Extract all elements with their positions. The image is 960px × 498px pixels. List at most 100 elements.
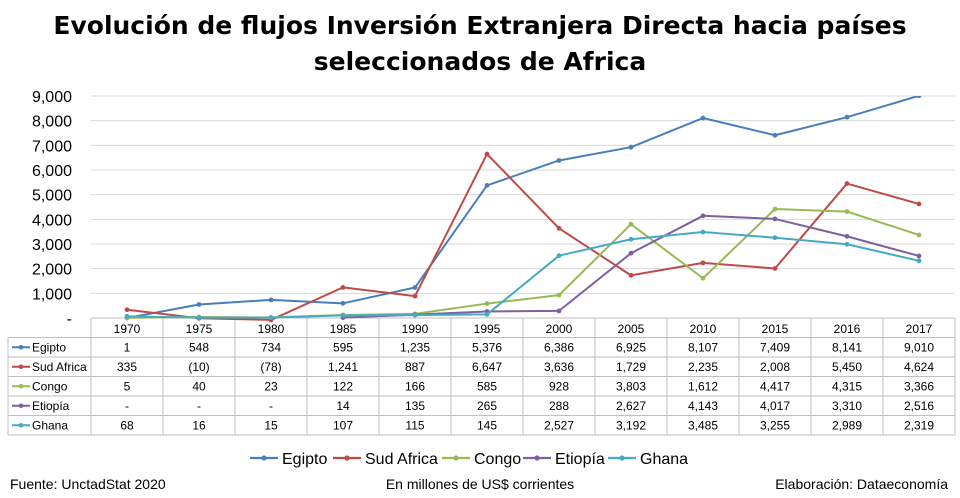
row-series-label: Congo [32,380,68,394]
data-point [844,181,850,186]
table-cell: 3,255 [760,419,790,433]
legend-label: Egipto [282,451,327,468]
table-cell: 3,636 [544,360,574,374]
table-cell: 585 [477,380,497,394]
data-point [916,201,922,207]
y-tick-label: 5,000 [32,188,72,205]
row-legend-marker [18,344,24,350]
data-point [844,209,850,214]
table-cell: 595 [333,341,353,355]
table-cell: 2,008 [760,360,790,374]
data-point [628,221,634,227]
table-cell: 4,017 [760,399,790,413]
table-cell: 3,310 [832,399,862,413]
data-point [412,285,418,290]
row-legend-marker [18,383,24,389]
data-point [340,312,346,318]
y-tick-label: - [67,311,72,328]
x-tick-label: 2016 [834,322,861,336]
table-cell: 1,729 [616,360,646,374]
legend-label: Congo [474,451,521,468]
data-point [844,114,850,120]
table-cell: 68 [120,419,134,433]
x-tick-label: 1990 [402,322,429,336]
x-tick-label: 2010 [690,322,717,336]
table-cell: 3,803 [616,380,646,394]
series-line [126,231,920,319]
table-cell: 135 [405,399,425,413]
table-cell: (78) [260,360,281,374]
data-point [340,284,346,290]
legend-marker [453,455,459,461]
table-cell: 548 [189,341,209,355]
data-point [340,300,346,306]
x-tick-label: 2017 [906,322,933,336]
x-tick-label: 1980 [258,322,285,336]
table-cell: 4,624 [904,360,934,374]
y-tick-label: 1,000 [32,286,72,303]
table-cell: 6,925 [616,341,646,355]
row-series-label: Ghana [32,419,68,433]
y-tick-label: 4,000 [32,212,72,229]
legend-marker [344,455,350,461]
data-point [412,312,418,318]
table-cell: 40 [192,380,206,394]
legend-marker [534,455,540,461]
x-tick-label: 2015 [762,322,789,336]
data-point [700,115,706,121]
table-cell: 16 [192,419,206,433]
legend-marker [619,455,625,461]
table-cell: 928 [549,380,569,394]
series-line [126,153,920,321]
data-point [700,229,706,235]
legend-marker [261,455,267,461]
data-point [916,258,922,264]
table-cell: 887 [405,360,425,374]
data-point [556,225,562,231]
x-tick-label: 1995 [474,322,501,336]
table-cell: 335 [117,360,137,374]
data-point [124,307,130,313]
legend-label: Etiopía [555,451,605,468]
table-cell: 5,450 [832,360,862,374]
chart-title-line1: Evolución de flujos Inversión Extranjera… [53,11,907,40]
data-point [124,313,130,319]
table-cell: 5,376 [472,341,502,355]
row-series-label: Etiopía [32,399,70,413]
data-point [556,308,562,314]
x-tick-label: 1975 [186,322,213,336]
table-cell: 2,516 [904,399,934,413]
data-point [772,266,778,271]
table-cell: 2,319 [904,419,934,433]
table-cell: 1,235 [400,341,430,355]
data-point [772,216,778,222]
data-point [484,312,490,317]
table-cell: 1,241 [328,360,358,374]
table-cell: 265 [477,399,497,413]
table-cell: 734 [261,341,281,355]
data-point [196,315,202,321]
legend-label: Sud Africa [365,451,438,468]
y-tick-label: 6,000 [32,163,72,180]
chart-title-line2: seleccionados de Africa [313,47,647,76]
table-cell: 4,143 [688,399,718,413]
data-point [628,236,634,242]
table-cell: 9,010 [904,341,934,355]
x-tick-label: 1970 [114,322,141,336]
data-point [196,302,202,307]
table-cell: 107 [333,419,353,433]
table-cell: (10) [188,360,209,374]
data-point [268,297,274,303]
table-cell: 122 [333,380,353,394]
table-cell: 6,647 [472,360,502,374]
chart-title: Evolución de flujos Inversión Extranjera… [0,8,960,80]
table-cell: 4,417 [760,380,790,394]
y-tick-label: 7,000 [32,138,72,155]
table-cell: 8,141 [832,341,862,355]
table-cell: 2,527 [544,419,574,433]
data-point [916,253,922,259]
table-cell: - [125,399,129,413]
data-point [628,272,634,278]
table-cell: 14 [336,399,350,413]
